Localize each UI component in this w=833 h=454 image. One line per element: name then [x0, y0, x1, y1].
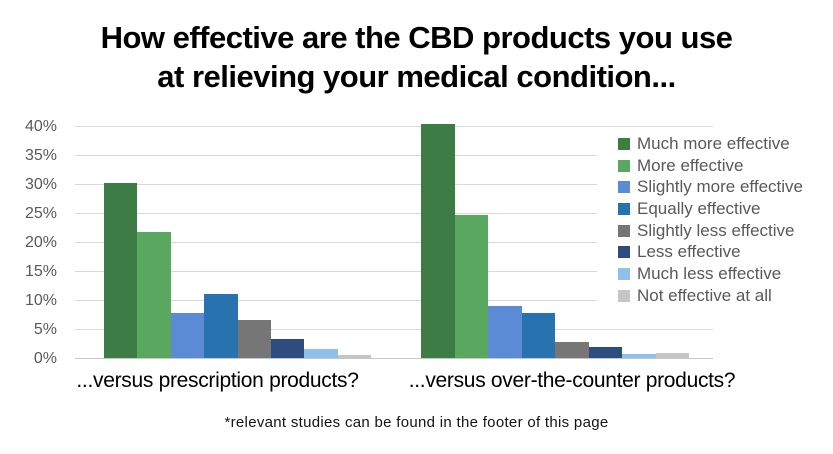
y-axis-tick: 30%: [24, 176, 57, 193]
gridline: [75, 271, 713, 272]
legend-label: More effective: [637, 155, 744, 175]
legend-label: Slightly more effective: [637, 177, 803, 197]
y-axis-tick: 35%: [24, 147, 57, 164]
legend-swatch: [618, 202, 630, 215]
y-axis-tick: 5%: [33, 321, 57, 338]
gridline: [75, 300, 713, 301]
bar: [622, 353, 656, 358]
legend-item: Equally effective: [597, 198, 833, 220]
legend: Much more effective More effective Slightl…: [597, 131, 833, 307]
bar: [655, 353, 689, 358]
legend-swatch: [618, 181, 630, 194]
legend-item: More effective: [597, 155, 833, 177]
y-axis-tick: 10%: [24, 292, 57, 309]
chart-title: How effective are the CBD products you u…: [0, 18, 833, 96]
legend-swatch: [618, 246, 630, 259]
legend-item: Much more effective: [597, 133, 833, 155]
bar: [304, 348, 338, 358]
legend-label: Less effective: [637, 242, 741, 262]
gridline: [75, 329, 713, 330]
category-label-prescription: ...versus prescription products?: [76, 369, 359, 392]
gridline: [75, 213, 713, 214]
bar: [204, 294, 238, 358]
gridline: [75, 242, 713, 243]
category-label-over-the-counter: ...versus over-the-counter products?: [408, 369, 736, 392]
bar: [104, 182, 138, 358]
legend-item: Less effective: [597, 241, 833, 263]
legend-label: Not effective at all: [637, 285, 772, 305]
legend-swatch: [618, 137, 630, 150]
legend-item: Much less effective: [597, 263, 833, 285]
bar: [454, 214, 488, 358]
y-axis-tick: 20%: [24, 234, 57, 251]
chart-title-line-1: How effective are the CBD products you u…: [100, 20, 733, 55]
legend-label: Much less effective: [637, 263, 782, 283]
gridline: [75, 126, 713, 127]
legend-item: Not effective at all: [597, 285, 833, 307]
gridline: [75, 184, 713, 185]
bar: [488, 305, 522, 358]
bar: [237, 320, 271, 358]
legend-swatch: [618, 289, 630, 302]
legend-swatch: [618, 159, 630, 172]
chart-title-line-2: at relieving your medical condition...: [157, 59, 676, 94]
legend-item: Slightly less effective: [597, 220, 833, 242]
x-axis-line: [75, 358, 713, 359]
y-axis-tick: 25%: [24, 205, 57, 222]
legend-swatch: [618, 267, 630, 280]
bar: [170, 312, 205, 358]
bar: [555, 342, 589, 358]
legend-swatch: [618, 224, 630, 237]
bar: [588, 346, 622, 358]
y-axis-tick: 15%: [24, 263, 57, 280]
gridline: [75, 155, 713, 156]
y-axis-tick: 0%: [33, 350, 57, 367]
legend-item: Slightly more effective: [597, 176, 833, 198]
bar: [421, 123, 455, 358]
bar: [270, 339, 305, 358]
footnote: *relevant studies can be found in the fo…: [224, 414, 609, 431]
legend-label: Much more effective: [637, 133, 790, 153]
bar: [137, 232, 171, 358]
legend-label: Equally effective: [637, 198, 761, 218]
bar: [521, 312, 555, 358]
legend-label: Slightly less effective: [637, 220, 795, 240]
y-axis-tick: 40%: [24, 118, 57, 135]
bar: [337, 354, 371, 358]
